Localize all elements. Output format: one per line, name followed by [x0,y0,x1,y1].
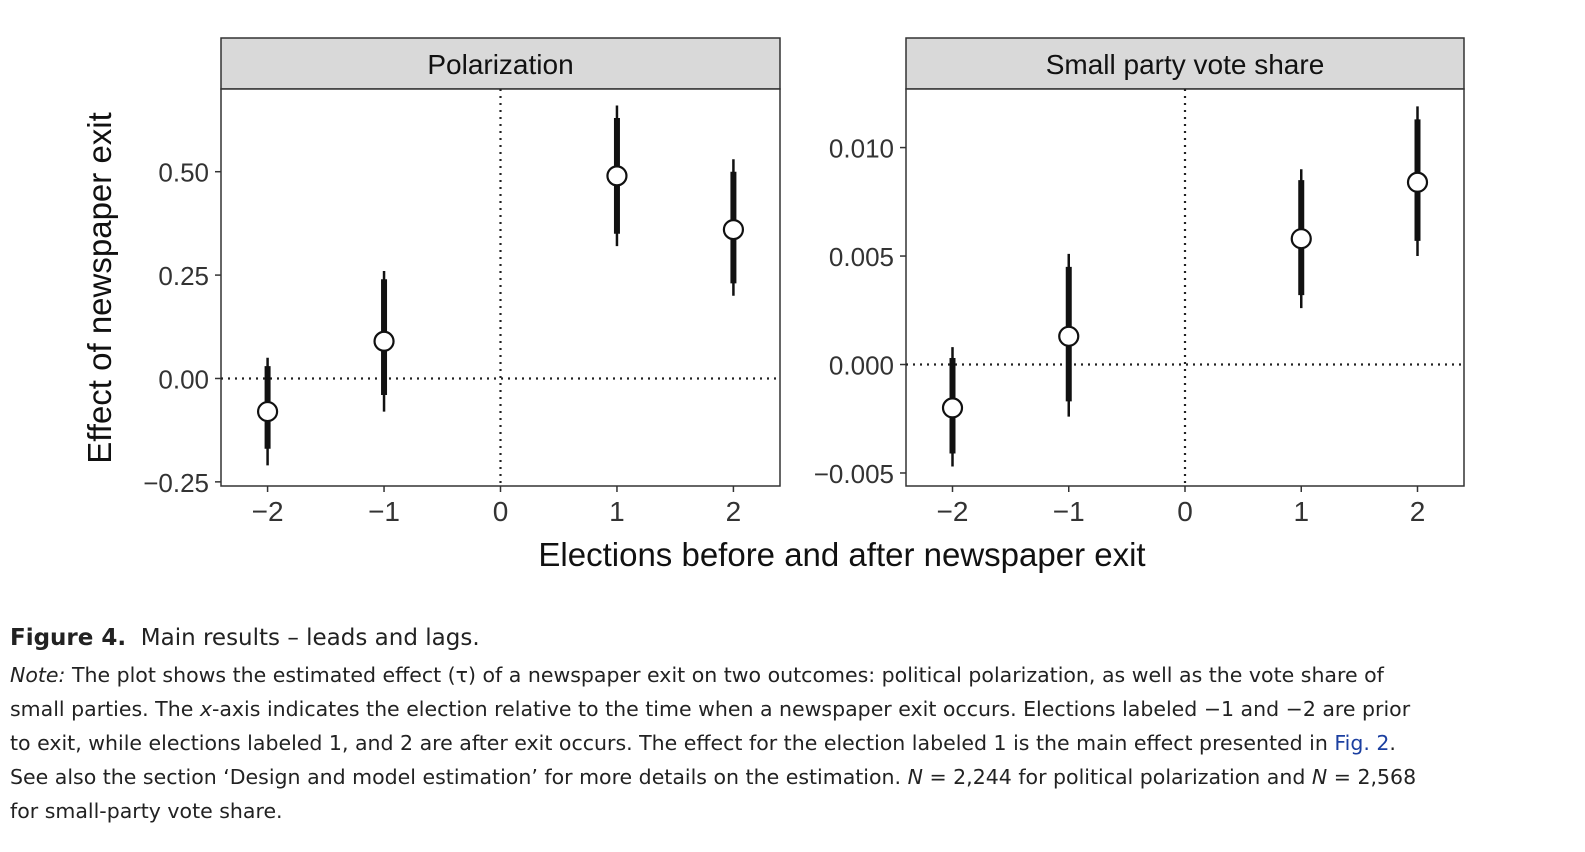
point-estimate [1406,171,1429,193]
point-estimate [373,330,395,352]
x-tick-label: 1 [609,496,625,527]
y-tick-label: 0.50 [158,158,209,188]
x-tick-label: 1 [1293,496,1309,527]
note-text-4b: = 2,244 for political polarization and [922,765,1312,789]
note-x-italic: x [199,697,212,721]
y-tick-label: 0.005 [829,242,894,272]
figure-title: Main results – leads and lags. [140,625,480,651]
caption-note-line-1: Note: The plot shows the estimated effec… [10,658,1575,692]
y-tick-label: 0.000 [829,351,894,381]
x-axis-label: Elections before and after newspaper exi… [538,536,1145,573]
panel-strip [220,37,781,90]
panel-title: Polarization [427,49,573,80]
note-n2: N [1311,765,1328,789]
y-tick-label: 0.25 [158,261,209,291]
point-estimate [606,165,628,187]
figure-caption: Figure 4. Main results – leads and lags.… [10,618,1575,828]
panel-title: Small party vote share [1046,49,1325,80]
chart-panels: Polarization−0.250.000.250.50−2 −1 0 1 2Smal… [143,37,1465,527]
note-text-4c: = 2,568 [1327,765,1417,789]
x-tick-label: 0 [493,496,509,527]
x-tick-label: −2 [937,496,969,527]
x-tick-label: −1 [1053,496,1085,527]
x-tick-label: 2 [726,496,742,527]
panel-1: Polarization −0.25 0.00 0.25 0.50 −2 −1 0 1 2 [143,37,781,527]
x-tick-label: 2 [1410,496,1426,527]
y-axis-label: Effect of newspaper exit [81,112,118,464]
point-estimate [941,397,964,419]
fig-2-link[interactable]: Fig. 2 [1334,731,1390,755]
note-text-3a: to exit, while elections labeled 1, and … [10,731,1335,755]
note-text-5: for small-party vote share. [10,799,283,823]
note-text-3b: . [1389,731,1396,755]
note-label: Note: [10,663,66,687]
panel-2: Small party vote share −0.005 0.000 0.005 0.… [814,37,1465,527]
y-tick-label: −0.25 [143,468,209,498]
point-estimate [1290,228,1312,250]
note-text-2a: small parties. The [10,697,200,721]
note-n1: N [907,765,923,789]
caption-note-line-3: to exit, while elections labeled 1, and … [10,726,1575,760]
caption-title-line: Figure 4. Main results – leads and lags. [10,618,1575,658]
note-text-1: The plot shows the estimated effect (τ) … [65,663,1384,687]
x-tick-label: −2 [252,496,284,527]
caption-note-line-5: for small-party vote share. [10,794,1575,828]
figure-label: Figure 4. [10,625,127,651]
note-text-4a: See also the section ‘Design and model e… [10,765,908,789]
caption-note-line-4: See also the section ‘Design and model e… [10,760,1575,794]
point-estimate [722,219,745,241]
note-text-2b: -axis indicates the election relative to… [211,697,1411,721]
point-estimate [1058,325,1080,347]
figure-chart: Effect of newspaper exit Elections befor… [81,37,1465,573]
y-tick-label: −0.005 [814,459,894,489]
x-tick-label: −1 [368,496,400,527]
y-tick-label: 0.010 [829,134,894,164]
y-tick-label: 0.00 [158,364,209,394]
caption-note-line-2: small parties. The x-axis indicates the … [10,692,1575,726]
point-estimate [256,400,279,423]
x-tick-label: 0 [1177,496,1193,527]
